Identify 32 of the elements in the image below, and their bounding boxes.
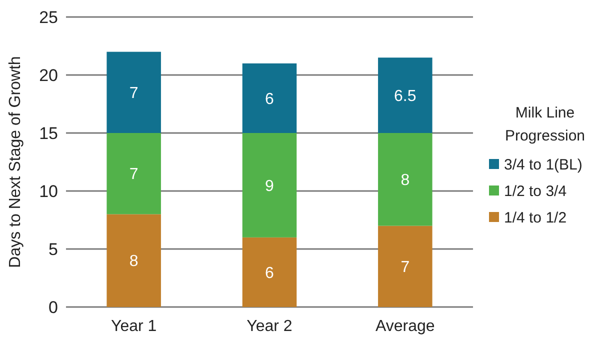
data-label: 7 — [129, 166, 138, 184]
bar — [106, 133, 161, 214]
data-label: 9 — [265, 178, 274, 195]
data-label: 7 — [400, 259, 410, 276]
x-tick-label: Year 2 — [246, 318, 292, 335]
bar — [242, 63, 297, 133]
bar — [106, 52, 161, 133]
data-label: 8 — [400, 172, 410, 189]
bar — [378, 58, 432, 133]
data-label: 6 — [265, 264, 274, 282]
y-tick-label: 0 — [48, 298, 58, 317]
legend-title: Milk Line Progression — [504, 104, 586, 144]
y-tick-label: 15 — [39, 124, 58, 143]
data-label: 6.5 — [394, 88, 416, 105]
data-label: 6 — [265, 90, 274, 108]
y-axis-title: Days to Next Stage of Growth — [7, 56, 24, 268]
bar — [106, 214, 161, 307]
bar — [242, 133, 297, 238]
legend-label: 1/4 to 1/2 — [504, 209, 567, 226]
bar — [378, 226, 432, 307]
y-tick-label: 20 — [39, 66, 58, 85]
bar — [242, 237, 297, 307]
x-tick-label: Year 1 — [110, 318, 157, 335]
data-label: 7 — [129, 85, 138, 102]
legend-label: 1/2 to 3/4 — [504, 182, 567, 200]
data-label: 8 — [129, 253, 138, 270]
bar — [378, 133, 432, 226]
y-tick-label: 10 — [39, 182, 58, 201]
legend-label: 3/4 to 1(BL) — [504, 156, 582, 174]
x-tick-label: Average — [376, 318, 435, 335]
y-tick-label: 5 — [48, 240, 58, 259]
y-tick-label: 25 — [39, 8, 58, 27]
